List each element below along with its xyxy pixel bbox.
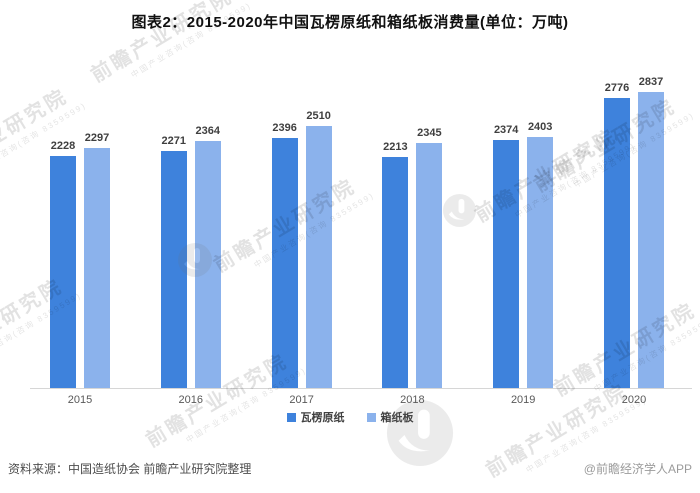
legend-swatch <box>366 412 376 422</box>
bar <box>160 151 187 388</box>
legend-swatch <box>286 412 296 422</box>
bar <box>50 156 76 388</box>
category-label: 2016 <box>178 394 204 406</box>
bar <box>527 137 554 388</box>
legend-item: 箱纸板 <box>366 409 414 425</box>
legend-label: 箱纸板 <box>380 412 414 424</box>
bar <box>271 138 298 388</box>
category-label: 2017 <box>289 394 314 406</box>
bar <box>305 126 332 388</box>
bar <box>194 141 221 388</box>
category-label: 2019 <box>510 394 536 406</box>
bar-value-label: 2228 <box>50 140 76 152</box>
bar-value-label: 2403 <box>527 121 553 133</box>
bar-value-label: 2776 <box>604 82 630 94</box>
bar-value-label: 2213 <box>383 141 408 153</box>
category-label: 2020 <box>621 394 647 406</box>
bar <box>604 98 630 388</box>
credit-text: @前瞻经济学人APP <box>583 462 692 476</box>
bar-value-label: 2364 <box>195 125 221 137</box>
legend: 瓦楞原纸 箱纸板 <box>0 409 700 425</box>
bar <box>382 157 409 388</box>
category-label: 2018 <box>400 394 425 406</box>
bar-value-label: 2297 <box>84 132 110 144</box>
bar-value-label: 2345 <box>417 127 442 139</box>
bar <box>493 140 520 388</box>
bar-value-label: 2271 <box>161 135 187 147</box>
source-text: 资料来源：中国造纸协会 前瞻产业研究院整理 <box>8 462 252 476</box>
legend-item: 瓦楞原纸 <box>286 409 345 425</box>
bar-value-label: 2374 <box>493 124 519 136</box>
bar <box>638 92 664 388</box>
bar <box>416 143 443 388</box>
bar <box>84 148 110 388</box>
chart-title: 图表2：2015-2020年中国瓦楞原纸和箱纸板消费量(单位：万吨) <box>131 14 569 31</box>
bar-value-label: 2837 <box>638 76 664 88</box>
bar-value-label: 2396 <box>272 122 297 134</box>
x-axis-line <box>30 388 692 389</box>
category-label: 2015 <box>67 394 93 406</box>
legend-label: 瓦楞原纸 <box>300 412 345 424</box>
bar-value-label: 2510 <box>306 110 331 122</box>
